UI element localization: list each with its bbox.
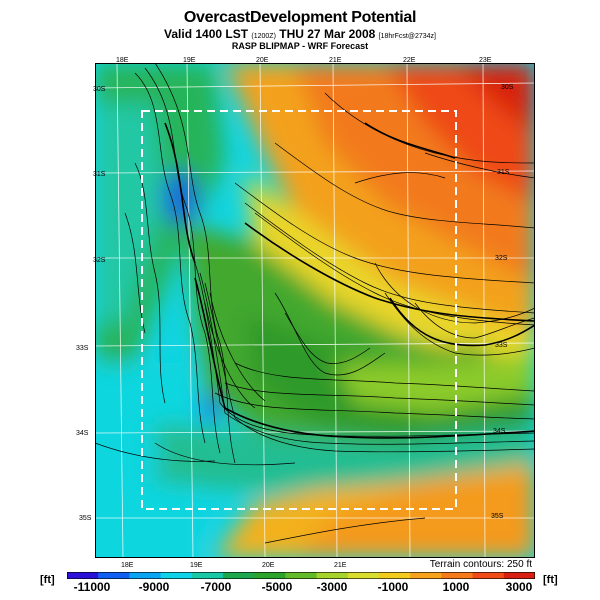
colorbar (67, 572, 535, 579)
domain-box (141, 110, 457, 510)
lat-label-right: 35S (491, 513, 504, 520)
colorbar-label: -9000 (138, 580, 170, 594)
color-field (95, 63, 535, 558)
colorbar-cell (503, 572, 535, 579)
lat-label-left: 35S (79, 515, 92, 522)
valid-main: Valid 1400 LST (164, 27, 249, 41)
lat-label-right: 31S (497, 169, 510, 176)
valid-time-line: Valid 1400 LST (1200Z) THU 27 Mar 2008 [… (0, 27, 600, 41)
colorbar-label: -7000 (200, 580, 232, 594)
colorbar-label: 3000 (505, 580, 533, 594)
lon-label-top: 23E (479, 57, 492, 64)
colorbar-cell (223, 572, 255, 579)
lat-label-left: 32S (93, 257, 106, 264)
forecast-map (95, 63, 535, 558)
lon-label-bottom: 20E (262, 562, 275, 569)
colorbar-cell (441, 572, 474, 579)
forecast-hour: [18hrFcst@2734z] (378, 33, 436, 40)
lat-label-left: 34S (76, 430, 89, 437)
lat-label-left: 30S (93, 86, 106, 93)
valid-date: THU 27 Mar 2008 (279, 27, 376, 41)
colorbar-cell (347, 572, 380, 579)
lon-label-bottom: 18E (121, 562, 134, 569)
lat-label-right: 32S (495, 255, 508, 262)
colorbar-cell (129, 572, 162, 579)
colorbar-label: -5000 (261, 580, 293, 594)
colorbar-cell (379, 572, 411, 579)
colorbar-cell (285, 572, 318, 579)
map-title: OvercastDevelopment Potential (183, 9, 417, 26)
lon-label-top: 21E (329, 57, 342, 64)
lon-label-top: 20E (256, 57, 269, 64)
colorbar-cell (67, 572, 99, 579)
lon-label-top: 19E (183, 57, 196, 64)
lon-label-top: 18E (116, 57, 129, 64)
lat-label-right: 30S (501, 84, 514, 91)
terrain-contours (95, 63, 535, 544)
valid-utc: (1200Z) (251, 33, 276, 40)
colorbar-label: -1000 (377, 580, 409, 594)
colorbar-cell (191, 572, 224, 579)
terrain-contour-note: Terrain contours: 250 ft (429, 559, 532, 570)
graticule (95, 63, 535, 558)
colorbar-cell (472, 572, 505, 579)
colorbar-cell (98, 572, 130, 579)
colorbar-cell (410, 572, 442, 579)
terrain-contours-bold (164, 122, 535, 439)
colorbar-label: 1000 (442, 580, 470, 594)
lon-label-top: 22E (403, 57, 416, 64)
unit-right: [ft] (543, 574, 558, 586)
lat-label-left: 33S (76, 345, 89, 352)
lat-label-right: 33S (495, 342, 508, 349)
lat-label-right: 34S (493, 428, 506, 435)
colorbar-cell (316, 572, 349, 579)
lon-label-bottom: 19E (190, 562, 203, 569)
colorbar-cell (160, 572, 193, 579)
source-line: RASP BLIPMAP - WRF Forecast (231, 41, 369, 51)
colorbar-cell (254, 572, 286, 579)
lat-label-left: 31S (93, 171, 106, 178)
unit-left: [ft] (40, 574, 55, 586)
lon-label-bottom: 21E (334, 562, 347, 569)
colorbar-label: -11000 (73, 580, 111, 594)
colorbar-label: -3000 (316, 580, 348, 594)
